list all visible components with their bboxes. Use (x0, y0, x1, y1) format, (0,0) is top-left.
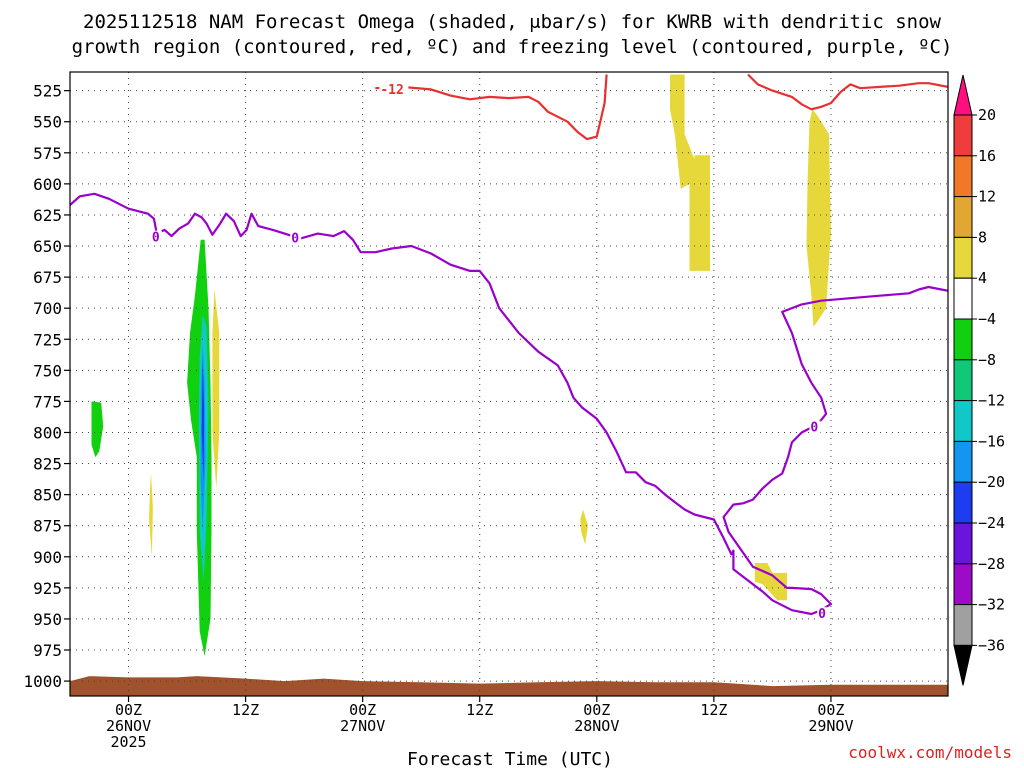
colorbar-top-arrow (953, 74, 973, 116)
contour-lines: -12 0 0 0 0 (70, 73, 948, 622)
x-tick-label-5-0: 12Z (700, 701, 727, 719)
chart-title-line2: growth region (contoured, red, ºC) and f… (72, 36, 953, 58)
y-tick-label-3: 600 (33, 175, 62, 194)
colorbar-label-1: 16 (978, 147, 996, 165)
omega-region-5 (149, 473, 153, 557)
x-tick-label-4-1: 28NOV (574, 717, 619, 735)
colorbar-label-13: −36 (978, 636, 1005, 654)
colorbar-label-5: −4 (978, 310, 996, 328)
contour-label-bg-2 (290, 231, 302, 246)
contour-line-0 (375, 74, 608, 141)
omega-region-4 (201, 357, 205, 483)
x-tick-label-6-0: 00Z (817, 701, 844, 719)
colorbar-segment-12 (953, 604, 973, 646)
chart-title-line1: 2025112518 NAM Forecast Omega (shaded, μ… (83, 11, 941, 33)
surface-terrain (70, 676, 948, 696)
colorbar-label-8: −16 (978, 432, 1005, 450)
y-tick-label-5: 650 (33, 237, 62, 256)
y-tick-label-2: 575 (33, 144, 62, 163)
y-axis: 525 550 575 600 625 650 675 700 725 750 775 800 825 8… (23, 82, 70, 691)
contour-line-1 (747, 73, 948, 111)
colorbar-segment-0 (953, 114, 973, 157)
y-tick-label-13: 850 (33, 486, 62, 505)
colorbar-label-9: −20 (978, 473, 1005, 491)
contour-label-1: 0 (152, 231, 160, 246)
colorbar-label-4: 4 (978, 269, 987, 287)
x-tick-label-2-0: 00Z (349, 701, 376, 719)
y-tick-label-8: 725 (33, 330, 62, 349)
colorbar-segment-4 (953, 277, 973, 320)
contour-label-4: 0 (810, 421, 818, 436)
colorbar-segment-2 (953, 196, 973, 238)
y-tick-label-12: 825 (33, 455, 62, 474)
y-tick-label-10: 775 (33, 392, 62, 411)
x-tick-label-4-0: 00Z (583, 701, 610, 719)
omega-region-0 (91, 401, 104, 458)
colorbar-label-12: −32 (978, 596, 1005, 614)
colorbar-label-3: 8 (978, 228, 987, 246)
colorbar-label-11: −28 (978, 555, 1005, 573)
colorbar-segment-3 (953, 236, 973, 279)
x-tick-label-6-1: 29NOV (808, 717, 853, 735)
y-tick-label-16: 925 (33, 579, 62, 598)
surface-terrain-fill (70, 676, 948, 696)
y-tick-label-14: 875 (33, 517, 62, 536)
x-tick-label-0-1: 26NOV (106, 717, 151, 735)
x-tick-label-2-1: 27NOV (340, 717, 385, 735)
y-tick-label-6: 675 (33, 268, 62, 287)
colorbar: 20 16 12 8 4 −4 −8 −12 −16 −20 −24 −28 −32 −36 (953, 74, 1005, 686)
colorbar-segment-11 (953, 563, 973, 606)
x-tick-label-0-2: 2025 (110, 733, 146, 751)
contour-label-bg-3 (817, 607, 829, 622)
contour-line-2 (70, 192, 948, 616)
colorbar-segment-9 (953, 481, 973, 524)
x-tick-label-0-0: 00Z (115, 701, 142, 719)
colorbar-segment-5 (953, 318, 973, 361)
y-tick-label-0: 525 (33, 82, 62, 101)
colorbar-segment-1 (953, 155, 973, 198)
contour-label-2: 0 (291, 232, 299, 247)
colorbar-segment-10 (953, 522, 973, 565)
omega-region-8 (670, 74, 710, 271)
contour-label-bg-4 (809, 420, 821, 435)
contour-label-bg-0 (379, 83, 409, 98)
y-tick-label-17: 950 (33, 610, 62, 629)
colorbar-segment-6 (953, 359, 973, 402)
omega-region-9 (806, 109, 831, 327)
y-tick-label-19: 1000 (23, 672, 62, 691)
contour-label-0: -12 (380, 83, 403, 98)
y-tick-label-11: 800 (33, 423, 62, 442)
contour-label-3: 0 (818, 607, 826, 622)
colorbar-label-6: −8 (978, 351, 996, 369)
colorbar-label-2: 12 (978, 188, 996, 206)
colorbar-label-0: 20 (978, 106, 996, 124)
y-tick-label-18: 975 (33, 641, 62, 660)
omega-region-7 (580, 509, 588, 545)
y-tick-label-15: 900 (33, 548, 62, 567)
credit-text: coolwx.com/models (848, 743, 1012, 762)
x-axis-label: Forecast Time (UTC) (407, 749, 613, 768)
y-tick-label-1: 550 (33, 113, 62, 132)
contour-label-bg-1 (150, 230, 162, 245)
x-tick-label-3-0: 12Z (466, 701, 493, 719)
colorbar-bottom-arrow (953, 644, 973, 686)
y-tick-label-4: 625 (33, 206, 62, 225)
colorbar-segment-7 (953, 400, 973, 442)
colorbar-segment-8 (953, 440, 973, 483)
plot-frame (69, 71, 949, 697)
grid-lines (70, 72, 948, 696)
colorbar-label-7: −12 (978, 392, 1005, 410)
y-tick-label-7: 700 (33, 299, 62, 318)
x-tick-label-1-0: 12Z (232, 701, 259, 719)
colorbar-label-10: −24 (978, 514, 1005, 532)
y-tick-label-9: 750 (33, 361, 62, 380)
